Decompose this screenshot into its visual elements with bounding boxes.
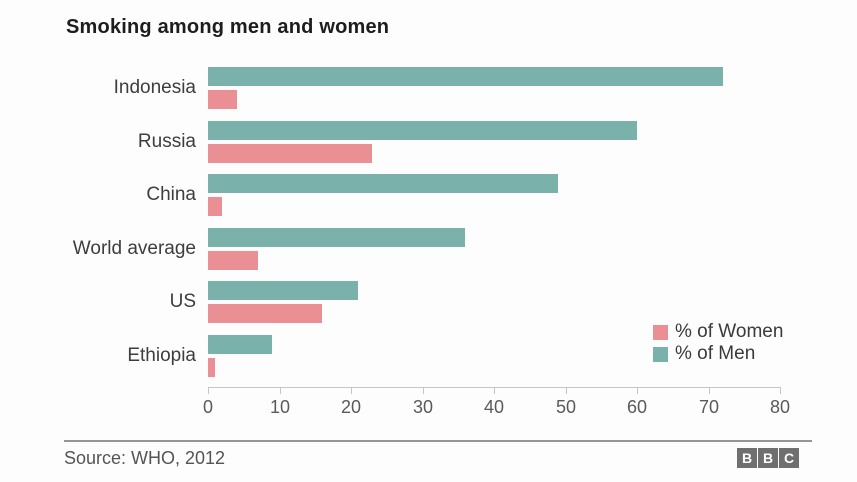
axis-tick-label-30: 30 <box>412 397 434 417</box>
legend-label-women: % of Women <box>675 321 784 342</box>
axis-tick-label-60: 60 <box>626 397 648 417</box>
bar-women-ethiopia <box>208 358 215 377</box>
legend-item-men: % of Men <box>653 344 755 364</box>
bar-men-us <box>208 281 358 300</box>
axis-tick-30 <box>423 388 424 394</box>
category-label-china: China <box>146 184 196 205</box>
bbc-logo-block-3: C <box>779 448 799 468</box>
axis-tick-label-80: 80 <box>769 397 791 417</box>
bar-men-world-average <box>208 228 465 247</box>
bar-women-us <box>208 304 322 323</box>
category-label-us: US <box>169 291 196 312</box>
legend-swatch-women <box>653 324 668 340</box>
axis-tick-50 <box>566 388 567 394</box>
bar-men-china <box>208 174 558 193</box>
bar-men-indonesia <box>208 67 723 86</box>
axis-tick-label-20: 20 <box>340 397 362 417</box>
category-label-ethiopia: Ethiopia <box>127 345 196 366</box>
source-text: Source: WHO, 2012 <box>64 448 226 468</box>
bar-women-world-average <box>208 251 258 270</box>
bar-women-indonesia <box>208 90 237 109</box>
bar-women-russia <box>208 144 372 163</box>
axis-tick-10 <box>280 388 281 394</box>
axis-tick-40 <box>494 388 495 394</box>
bbc-logo-block-1: B <box>737 448 757 468</box>
category-label-russia: Russia <box>137 131 196 152</box>
axis-tick-80 <box>780 388 781 394</box>
axis-tick-label-10: 10 <box>269 397 291 417</box>
bbc-logo-block-2: B <box>758 448 778 468</box>
bar-men-russia <box>208 121 637 140</box>
x-axis-line <box>208 387 781 388</box>
chart-title: Smoking among men and women <box>66 16 390 38</box>
axis-tick-70 <box>709 388 710 394</box>
legend-label-men: % of Men <box>675 343 756 364</box>
axis-tick-label-70: 70 <box>698 397 720 417</box>
axis-tick-label-40: 40 <box>483 397 505 417</box>
category-label-world-average: World average <box>72 238 196 259</box>
bar-men-ethiopia <box>208 335 272 354</box>
legend-item-women: % of Women <box>653 322 783 342</box>
legend-swatch-men <box>653 346 668 362</box>
axis-tick-label-0: 0 <box>202 397 213 417</box>
footer-divider <box>64 440 812 442</box>
axis-tick-label-50: 50 <box>555 397 577 417</box>
axis-tick-60 <box>637 388 638 394</box>
axis-tick-20 <box>351 388 352 394</box>
axis-tick-0 <box>208 388 209 394</box>
category-label-indonesia: Indonesia <box>113 77 196 98</box>
bar-women-china <box>208 197 222 216</box>
